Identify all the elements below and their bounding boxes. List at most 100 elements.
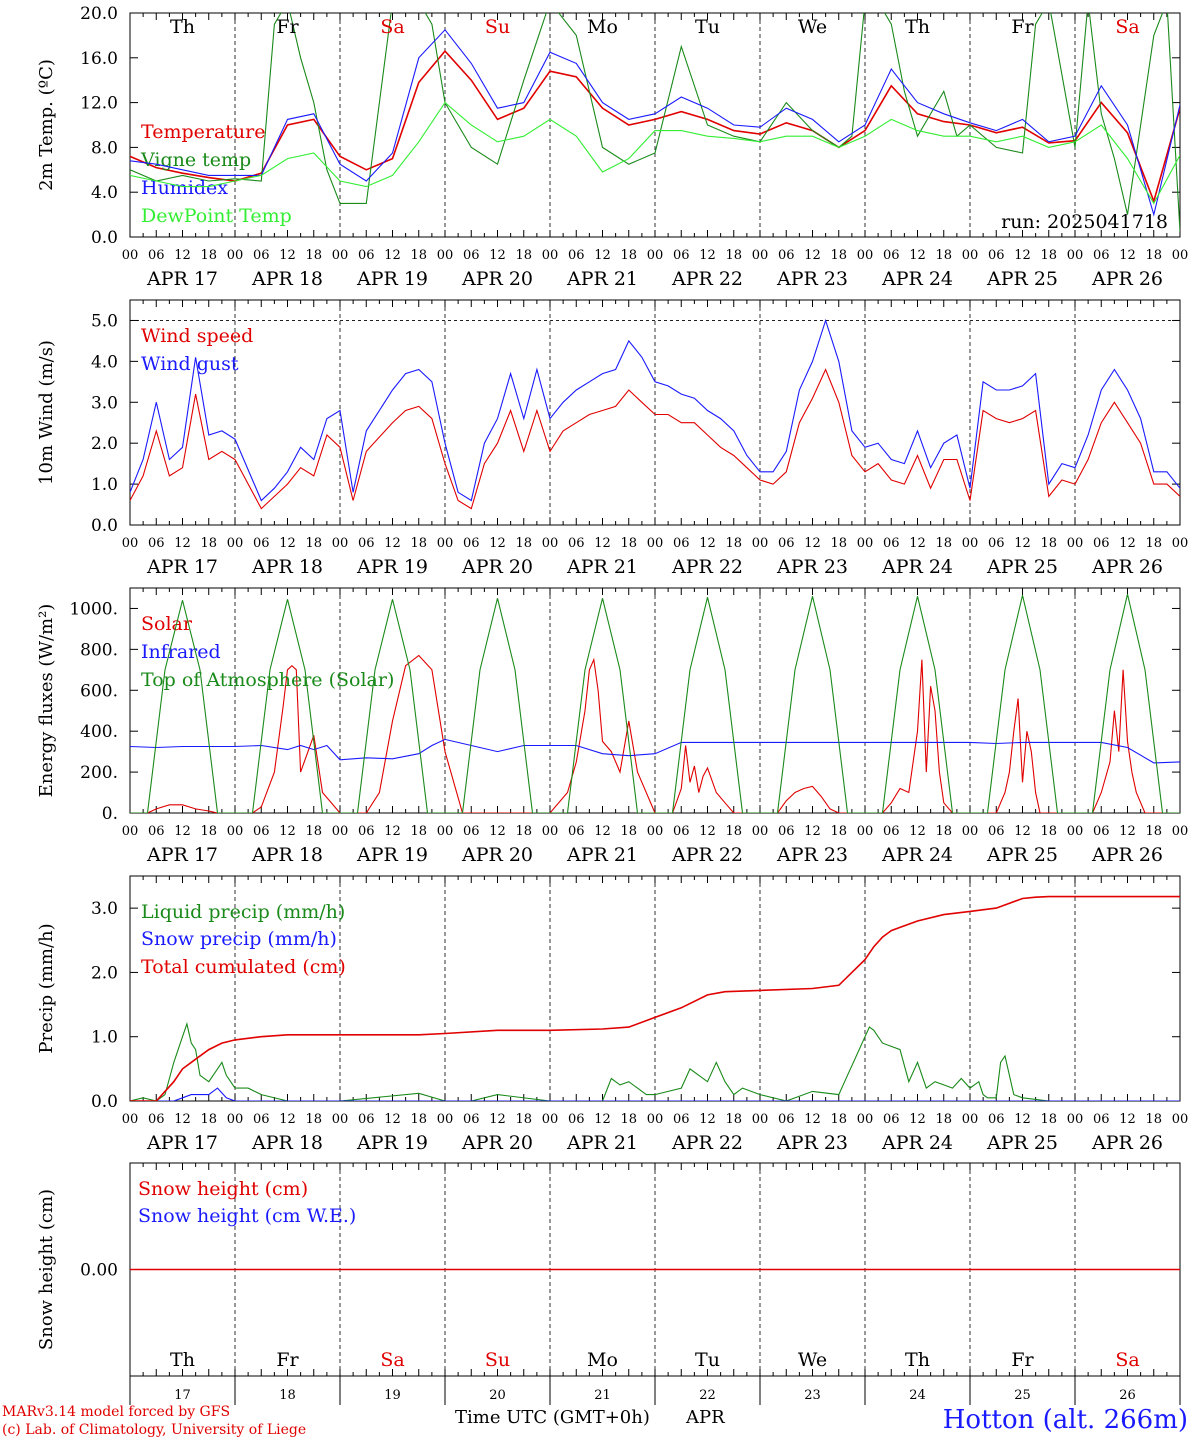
y-tick-label: 2.0 [91,434,118,454]
hour-tick-label: 18 [1145,536,1162,551]
hour-tick-label: 00 [962,536,979,551]
hour-tick-label: 12 [489,824,506,839]
date-label: APR 20 [461,268,533,290]
date-label: APR 18 [251,556,323,578]
hour-tick-label: 18 [1145,248,1162,263]
hour-tick-label: 00 [752,824,769,839]
legend-entry: Solar [141,613,193,635]
date-label: APR 22 [671,844,743,866]
legend-entry: DewPoint Temp [141,205,292,227]
hour-tick-label: 18 [200,248,217,263]
hour-tick-label: 06 [778,824,795,839]
hour-tick-label: 12 [804,824,821,839]
date-label: APR 18 [251,268,323,290]
hour-tick-label: 12 [804,248,821,263]
legend-entry: Top of Atmosphere (Solar) [141,669,394,691]
hour-tick-label: 06 [883,1112,900,1127]
legend-entry: Total cumulated (cm) [141,956,346,978]
hour-tick-label: 12 [384,824,401,839]
hour-tick-label: 06 [568,248,585,263]
hour-tick-label: 06 [673,1112,690,1127]
date-label: APR 19 [356,556,428,578]
day-name-top: Fr [276,16,299,38]
hour-tick-label: 18 [935,1112,952,1127]
y-tick-label: 16.0 [80,49,118,69]
hour-tick-label: 18 [620,248,637,263]
y-axis-label: Snow height (cm) [36,1189,57,1350]
y-tick-label: 200. [80,763,118,783]
day-number: 22 [699,1388,716,1403]
hour-tick-label: 12 [804,1112,821,1127]
hour-tick-label: 12 [594,248,611,263]
hour-tick-label: 06 [148,536,165,551]
hour-tick-label: 00 [752,1112,769,1127]
series-line-total-cumulated-cm- [130,895,1180,1101]
date-label: APR 18 [251,844,323,866]
legend-entry: Temperature [141,121,265,143]
date-label: APR 26 [1091,268,1163,290]
hour-tick-label: 12 [909,824,926,839]
hour-tick-label: 12 [594,824,611,839]
hour-tick-label: 06 [778,536,795,551]
hour-tick-label: 00 [437,824,454,839]
hour-tick-label: 06 [883,824,900,839]
hour-tick-label: 00 [1067,536,1084,551]
hour-tick-label: 00 [437,1112,454,1127]
hour-tick-label: 06 [1093,248,1110,263]
hour-tick-label: 06 [148,1112,165,1127]
date-label: APR 17 [146,268,218,290]
date-label: APR 24 [881,844,953,866]
y-tick-label: 0. [102,804,118,824]
hour-tick-label: 12 [1014,824,1031,839]
hour-tick-label: 00 [1172,536,1189,551]
date-label: APR 26 [1091,556,1163,578]
y-tick-label: 8.0 [91,138,118,158]
hour-tick-label: 00 [437,536,454,551]
hour-tick-label: 18 [830,1112,847,1127]
hour-tick-label: 06 [463,1112,480,1127]
date-label: APR 17 [146,1132,218,1154]
day-number: 18 [279,1388,296,1403]
date-label: APR 23 [776,556,848,578]
legend-entry: Infrared [141,641,221,663]
hour-tick-label: 06 [1093,536,1110,551]
series-line-top-of-atmosphere-solar- [130,593,1180,813]
hour-tick-label: 06 [463,248,480,263]
hour-tick-label: 18 [305,1112,322,1127]
hour-tick-label: 00 [752,248,769,263]
hour-tick-label: 06 [463,824,480,839]
hour-tick-label: 00 [437,248,454,263]
hour-tick-label: 18 [935,536,952,551]
hour-tick-label: 18 [935,824,952,839]
day-name-top: Th [170,16,195,38]
hour-tick-label: 12 [1119,824,1136,839]
y-tick-label: 12.0 [80,94,118,114]
series-line-infrared [130,738,1180,764]
y-tick-label: 600. [80,681,118,701]
hour-tick-label: 00 [962,248,979,263]
date-label: APR 20 [461,844,533,866]
hour-tick-label: 00 [542,824,559,839]
hour-tick-label: 12 [699,536,716,551]
hour-tick-label: 06 [673,536,690,551]
day-number: 17 [174,1388,191,1403]
y-axis-label: Precip (mm/h) [36,923,57,1053]
hour-tick-label: 18 [515,1112,532,1127]
hour-tick-label: 12 [489,1112,506,1127]
hour-tick-label: 00 [1067,248,1084,263]
hour-tick-label: 00 [962,1112,979,1127]
hour-tick-label: 12 [1119,536,1136,551]
day-number: 25 [1014,1388,1031,1403]
hour-tick-label: 18 [410,248,427,263]
hour-tick-label: 00 [332,536,349,551]
date-label: APR 21 [566,268,638,290]
y-tick-label: 2.0 [91,963,118,983]
hour-tick-label: 18 [1145,1112,1162,1127]
date-label: APR 17 [146,844,218,866]
hour-tick-label: 00 [227,536,244,551]
hour-tick-label: 06 [673,824,690,839]
hour-tick-label: 18 [200,824,217,839]
hour-tick-label: 12 [174,1112,191,1127]
date-label: APR 19 [356,1132,428,1154]
hour-tick-label: 06 [463,536,480,551]
